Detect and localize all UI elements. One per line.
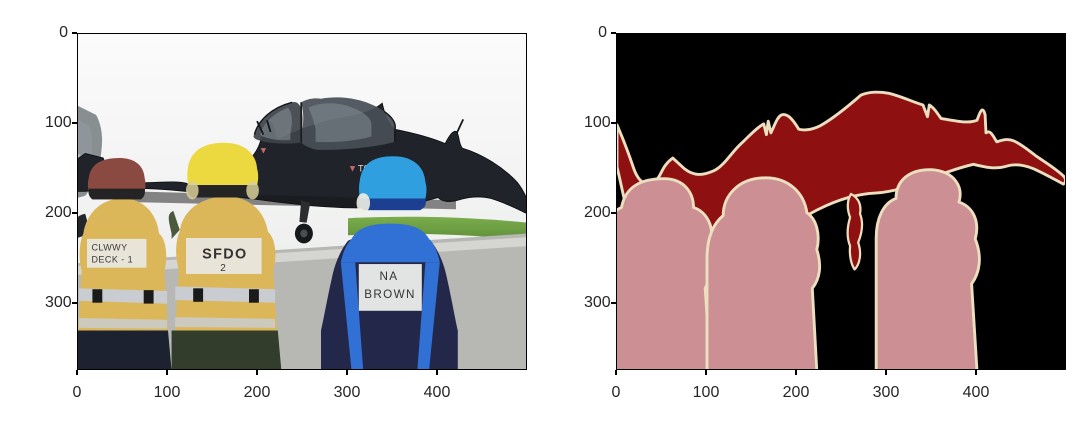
svg-text:SFDO: SFDO (202, 247, 247, 263)
svg-text:CLWWY: CLWWY (92, 243, 128, 253)
svg-text:2: 2 (220, 263, 226, 274)
svg-text:DECK - 1: DECK - 1 (92, 254, 134, 264)
svg-text:NA: NA (380, 270, 399, 283)
svg-text:BROWN: BROWN (364, 288, 416, 301)
